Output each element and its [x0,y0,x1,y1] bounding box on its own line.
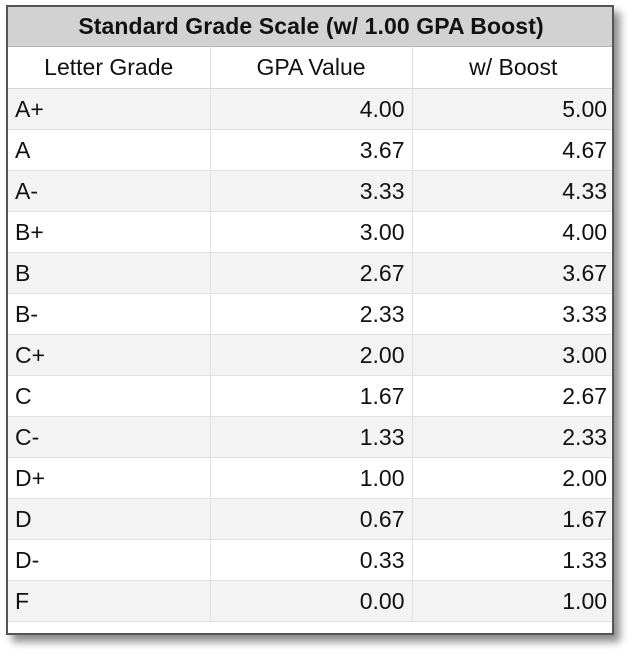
table-row: C+ 2.00 3.00 [8,334,612,376]
cell-letter-grade[interactable]: B [8,252,211,294]
table-row: B- 2.33 3.33 [8,293,612,335]
cell-boost-value[interactable]: 5.00 [412,88,612,130]
grade-scale-table: Standard Grade Scale (w/ 1.00 GPA Boost)… [8,7,612,622]
table-row: D+ 1.00 2.00 [8,457,612,499]
cell-gpa-value[interactable]: 1.33 [210,416,413,458]
cell-boost-value[interactable]: 1.33 [412,539,612,581]
cell-letter-grade[interactable]: D- [8,539,211,581]
table-row: C- 1.33 2.33 [8,416,612,458]
table-row: B 2.67 3.67 [8,252,612,294]
table-row: F 0.00 1.00 [8,580,612,622]
cell-gpa-value[interactable]: 3.67 [210,129,413,171]
column-header-gpa-value[interactable]: GPA Value [210,46,413,89]
table-row: D- 0.33 1.33 [8,539,612,581]
cell-boost-value[interactable]: 1.67 [412,498,612,540]
cell-boost-value[interactable]: 4.67 [412,129,612,171]
cell-gpa-value[interactable]: 3.00 [210,211,413,253]
cell-gpa-value[interactable]: 0.67 [210,498,413,540]
table-row: B+ 3.00 4.00 [8,211,612,253]
table-row: A+ 4.00 5.00 [8,88,612,130]
cell-boost-value[interactable]: 3.67 [412,252,612,294]
cell-gpa-value[interactable]: 4.00 [210,88,413,130]
cell-letter-grade[interactable]: D+ [8,457,211,499]
cell-letter-grade[interactable]: F [8,580,211,622]
cell-letter-grade[interactable]: C- [8,416,211,458]
cell-boost-value[interactable]: 4.33 [412,170,612,212]
column-header-with-boost[interactable]: w/ Boost [412,46,612,89]
table-title-row: Standard Grade Scale (w/ 1.00 GPA Boost) [8,7,612,47]
table-row: A- 3.33 4.33 [8,170,612,212]
cell-boost-value[interactable]: 2.33 [412,416,612,458]
column-header-row: Letter Grade GPA Value w/ Boost [8,46,612,89]
cell-boost-value[interactable]: 4.00 [412,211,612,253]
cell-boost-value[interactable]: 1.00 [412,580,612,622]
cell-boost-value[interactable]: 3.33 [412,293,612,335]
table-row: A 3.67 4.67 [8,129,612,171]
cell-gpa-value[interactable]: 0.00 [210,580,413,622]
cell-letter-grade[interactable]: A- [8,170,211,212]
table-row: C 1.67 2.67 [8,375,612,417]
cell-letter-grade[interactable]: B- [8,293,211,335]
cell-letter-grade[interactable]: C [8,375,211,417]
cell-boost-value[interactable]: 2.67 [412,375,612,417]
cell-boost-value[interactable]: 3.00 [412,334,612,376]
table-row: D 0.67 1.67 [8,498,612,540]
cell-gpa-value[interactable]: 2.67 [210,252,413,294]
cell-gpa-value[interactable]: 3.33 [210,170,413,212]
cell-letter-grade[interactable]: C+ [8,334,211,376]
cell-gpa-value[interactable]: 2.00 [210,334,413,376]
table-body: A+ 4.00 5.00 A 3.67 4.67 A- 3.33 4.33 B+ 3.00 4.00 B… [8,88,612,622]
cell-gpa-value[interactable]: 1.00 [210,457,413,499]
cell-letter-grade[interactable]: D [8,498,211,540]
table-title: Standard Grade Scale (w/ 1.00 GPA Boost) [8,7,612,47]
grade-scale-card: Standard Grade Scale (w/ 1.00 GPA Boost)… [6,5,614,635]
cell-letter-grade[interactable]: A+ [8,88,211,130]
column-header-letter-grade[interactable]: Letter Grade [8,46,211,89]
cell-gpa-value[interactable]: 0.33 [210,539,413,581]
cell-gpa-value[interactable]: 2.33 [210,293,413,335]
cell-boost-value[interactable]: 2.00 [412,457,612,499]
cell-gpa-value[interactable]: 1.67 [210,375,413,417]
cell-letter-grade[interactable]: A [8,129,211,171]
cell-letter-grade[interactable]: B+ [8,211,211,253]
